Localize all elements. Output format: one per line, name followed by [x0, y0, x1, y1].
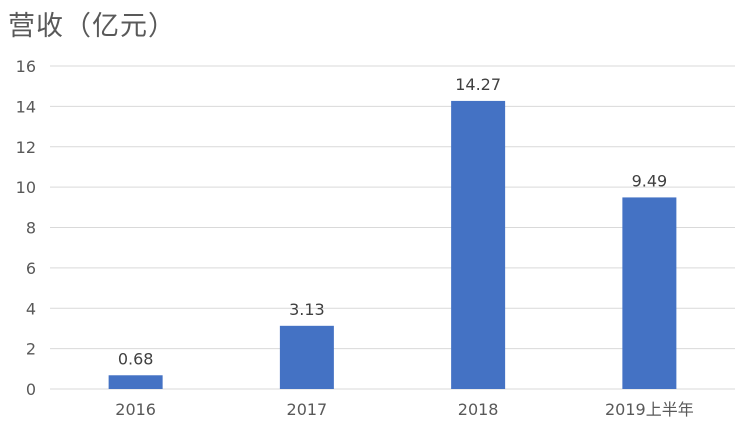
y-tick-label: 8 [26, 219, 36, 238]
y-tick-label: 4 [26, 299, 36, 318]
bar [451, 100, 506, 389]
bars [108, 100, 677, 389]
bar [622, 197, 677, 389]
y-tick-label: 10 [16, 178, 36, 197]
data-label: 3.13 [289, 300, 325, 319]
y-axis-ticks: 0 2 4 6 8 10 12 14 16 [16, 57, 36, 399]
gridlines [50, 65, 735, 390]
x-tick-label: 2016 [115, 400, 156, 419]
bar [279, 325, 334, 389]
x-tick-label: 2017 [287, 400, 328, 419]
x-tick-label: 2018 [458, 400, 499, 419]
y-tick-label: 12 [16, 138, 36, 157]
y-tick-label: 2 [26, 340, 36, 359]
y-tick-label: 14 [16, 97, 36, 116]
y-tick-label: 16 [16, 57, 36, 76]
chart-title: 营收（亿元） [8, 11, 176, 42]
x-tick-label: 2019上半年 [605, 400, 694, 419]
data-label: 14.27 [455, 75, 501, 94]
bar [108, 375, 163, 389]
y-tick-label: 0 [26, 380, 36, 399]
data-label: 0.68 [118, 349, 154, 368]
y-tick-label: 6 [26, 259, 36, 278]
data-labels: 0.68 3.13 14.27 9.49 [118, 75, 667, 368]
data-label: 9.49 [632, 171, 668, 190]
x-axis-ticks: 2016 2017 2018 2019上半年 [115, 400, 693, 419]
